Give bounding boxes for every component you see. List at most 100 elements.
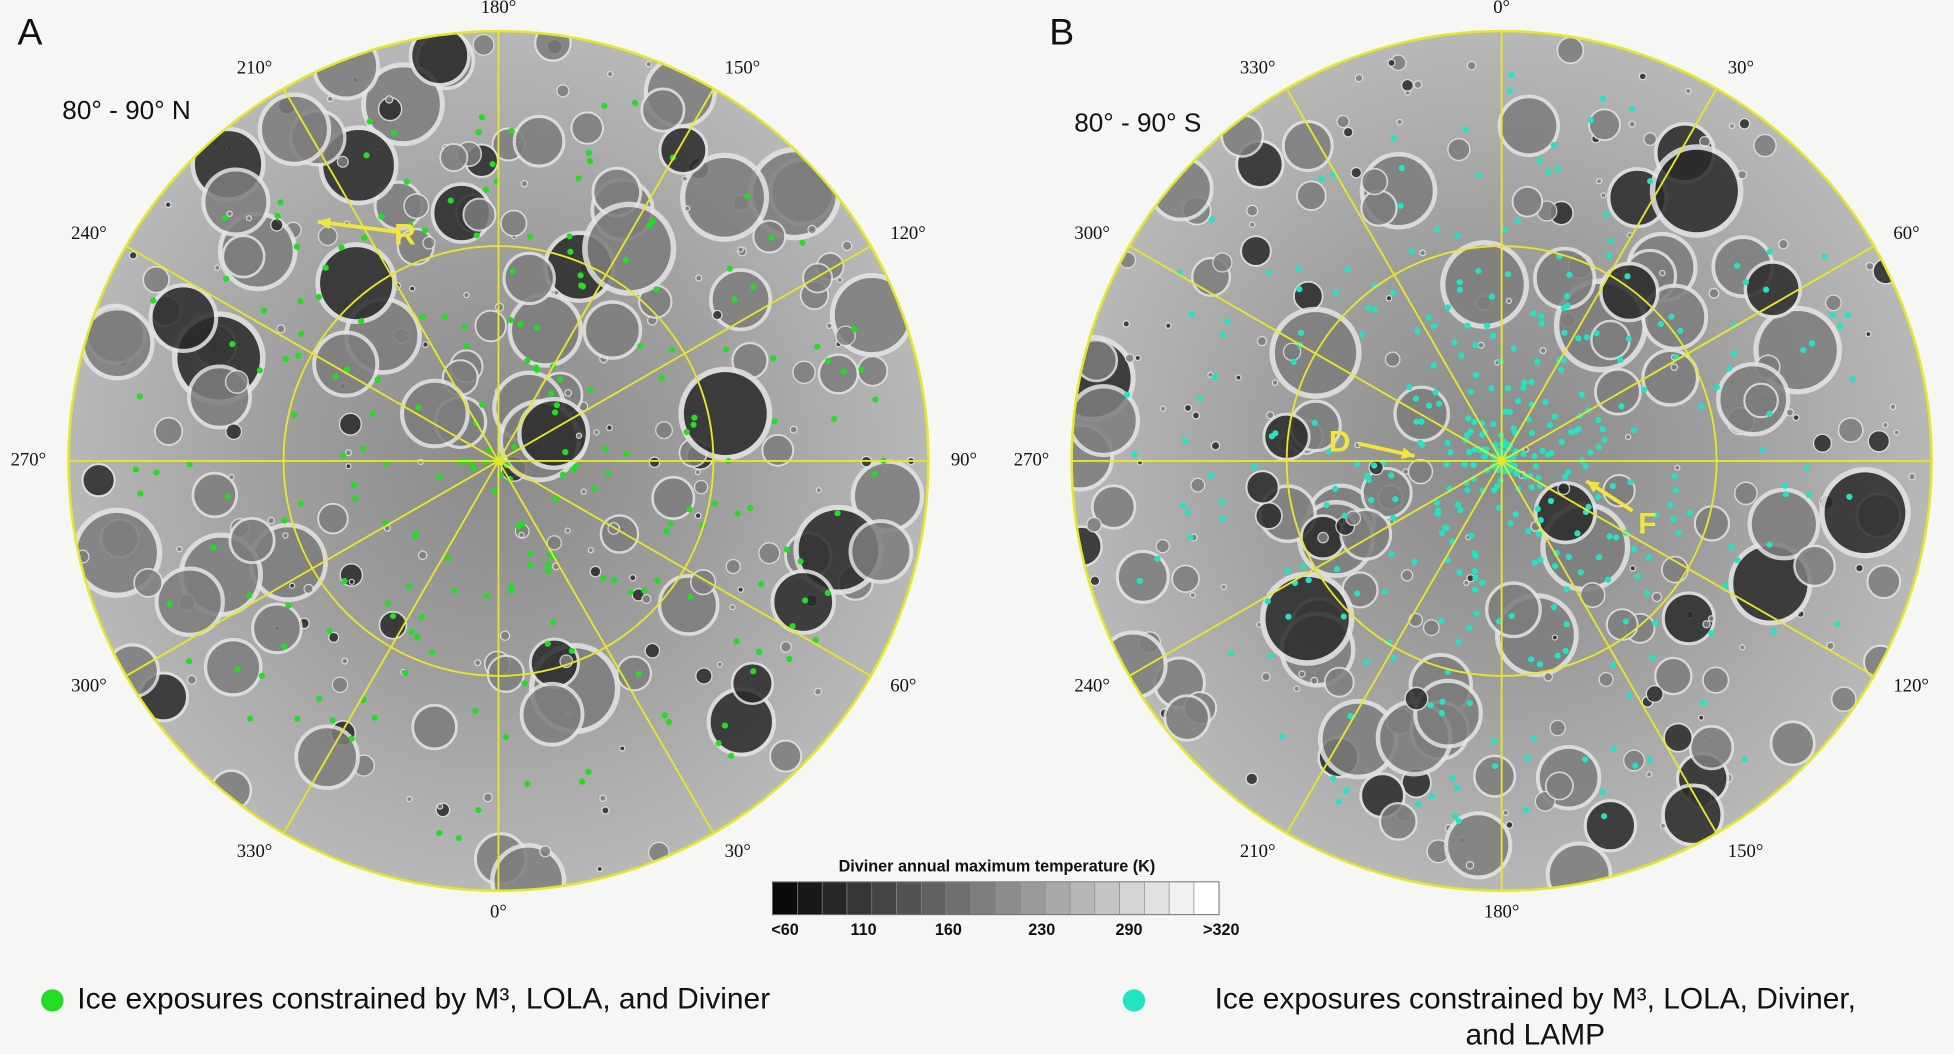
colorbar-title: Diviner annual maximum temperature (K)	[839, 857, 1156, 875]
crater	[400, 378, 470, 449]
ice-exposure	[1454, 501, 1461, 508]
crater	[406, 795, 413, 803]
ice-exposure	[579, 778, 586, 785]
longitude-label: 30°	[1728, 58, 1754, 79]
crater	[534, 31, 572, 62]
crater	[1402, 468, 1410, 476]
ice-exposure	[511, 443, 518, 450]
crater	[1485, 581, 1542, 639]
ice-exposure	[326, 627, 333, 635]
colorbar-label: >320	[1203, 921, 1239, 939]
ice-exposure	[1508, 612, 1515, 620]
crater	[641, 593, 652, 605]
ice-exposure	[1506, 87, 1513, 95]
ice-exposure	[1550, 141, 1557, 149]
meridian	[282, 88, 500, 462]
ice-exposure	[1504, 271, 1512, 278]
ice-exposure	[359, 445, 367, 452]
crater	[841, 240, 853, 252]
ice-exposure	[1601, 436, 1608, 444]
longitude-label: 240°	[71, 223, 107, 244]
crater	[1641, 348, 1700, 407]
ice-exposure	[1468, 532, 1475, 539]
meridian	[497, 88, 715, 462]
ice-exposure	[1550, 603, 1558, 611]
ice-exposure	[1585, 503, 1592, 511]
crater	[312, 32, 381, 101]
crater	[556, 84, 570, 98]
colorbar-label: 230	[1028, 921, 1055, 939]
crater	[472, 33, 495, 56]
ice-exposure	[1398, 165, 1405, 172]
crater	[1837, 417, 1864, 443]
ice-exposure	[562, 448, 569, 456]
ice-exposure	[1531, 559, 1538, 566]
ice-exposure	[1535, 530, 1543, 538]
ice-exposure	[281, 517, 288, 524]
ice-exposure	[1451, 812, 1458, 820]
ice-exposure	[1458, 352, 1465, 359]
ice-exposure	[1267, 652, 1274, 660]
longitude-label: 300°	[1074, 223, 1110, 244]
crater	[655, 421, 673, 440]
crater	[417, 550, 428, 561]
polar-map	[1071, 31, 1932, 891]
ice-exposure	[1219, 515, 1226, 523]
crater	[1360, 189, 1398, 227]
ice-exposure	[1671, 473, 1678, 480]
ice-exposure	[1548, 450, 1555, 457]
ice-exposure	[444, 555, 451, 562]
ice-exposure	[1181, 437, 1188, 444]
ice-exposure	[1604, 576, 1612, 583]
ice-exposure	[667, 520, 674, 527]
crater	[1747, 487, 1821, 561]
ice-exposure	[1228, 650, 1235, 657]
crater	[593, 429, 600, 436]
ice-exposure	[489, 160, 496, 168]
ice-exposure	[297, 500, 305, 507]
crater	[813, 687, 822, 696]
crater	[1293, 685, 1300, 692]
crater	[711, 309, 723, 321]
ice-exposure	[456, 458, 464, 466]
crater	[267, 516, 275, 525]
ice-exposure	[1524, 754, 1531, 762]
crater	[1235, 374, 1242, 381]
ice-exposure	[1521, 379, 1528, 386]
ice-exposure	[1600, 813, 1608, 820]
ice-exposure	[1646, 756, 1654, 764]
ice-exposure	[406, 221, 414, 229]
crater	[1477, 341, 1485, 349]
crater	[1122, 320, 1131, 328]
ice-exposure	[1554, 652, 1561, 659]
ice-exposure	[1634, 573, 1641, 580]
ice-exposure	[744, 193, 751, 200]
ice-exposure	[1428, 793, 1436, 800]
crater	[1588, 108, 1621, 142]
ice-exposure	[415, 404, 422, 411]
crater	[758, 542, 781, 565]
legend-swatch	[41, 989, 64, 1012]
ice-exposure	[1649, 654, 1656, 661]
crater	[1544, 771, 1574, 801]
crater	[463, 291, 470, 299]
ice-exposure	[1730, 349, 1738, 357]
crater	[1310, 676, 1319, 685]
crater	[518, 531, 525, 539]
ice-exposure	[1566, 271, 1573, 279]
ice-exposure	[1299, 563, 1307, 570]
crater	[1698, 714, 1705, 721]
ice-exposure	[1528, 429, 1535, 437]
ice-exposure	[1296, 286, 1303, 293]
region-label: 80° - 90° S	[1074, 107, 1201, 137]
crater	[570, 111, 604, 145]
crater	[482, 792, 493, 803]
crater	[648, 456, 661, 469]
legend-text: Ice exposures constrained by M³, LOLA, a…	[77, 982, 770, 1015]
crater	[1599, 261, 1660, 323]
ice-exposure	[1551, 413, 1558, 420]
ice-exposure	[295, 352, 302, 359]
crater	[191, 471, 238, 519]
longitude-label: 180°	[1484, 902, 1520, 923]
crater	[1248, 221, 1256, 228]
